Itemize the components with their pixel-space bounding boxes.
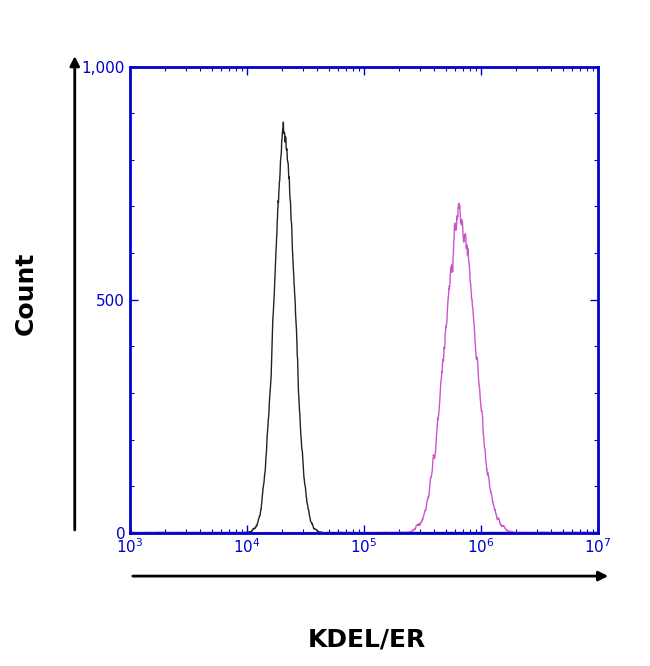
Text: KDEL/ER: KDEL/ER [308,627,426,651]
Text: Count: Count [14,251,38,335]
